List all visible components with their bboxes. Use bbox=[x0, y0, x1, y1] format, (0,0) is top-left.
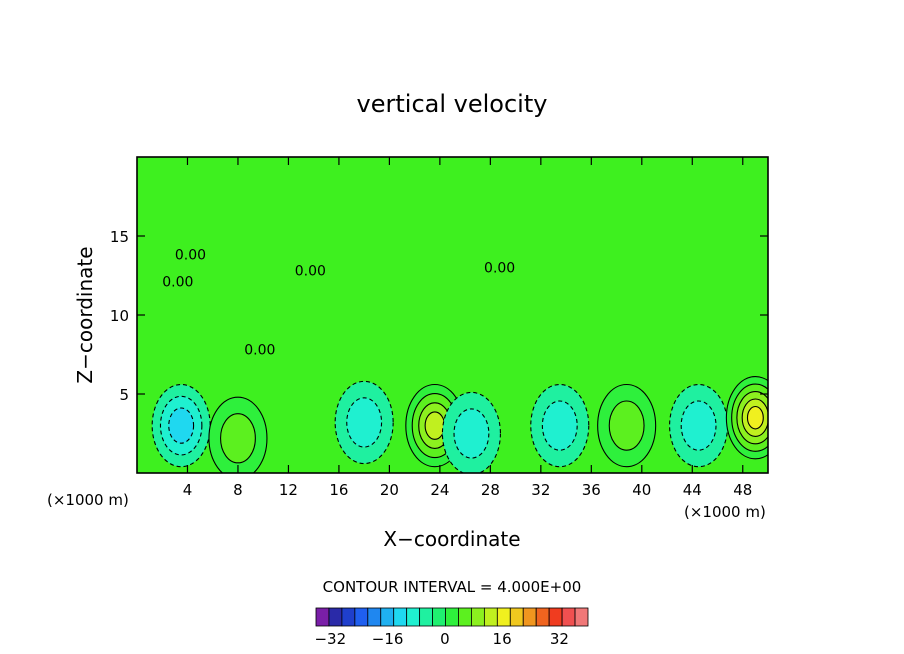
x-tick-label: 24 bbox=[430, 481, 449, 499]
colorbar-swatch bbox=[432, 607, 446, 627]
y-tick-label: 15 bbox=[110, 228, 129, 246]
contour-region-3-4 bbox=[424, 411, 446, 440]
x-unit-left: (×1000 m) bbox=[47, 491, 129, 509]
contour-region-8-5 bbox=[746, 405, 764, 430]
colorbar-swatch bbox=[354, 607, 369, 627]
colorbar-swatch bbox=[535, 607, 550, 627]
colorbar-swatch bbox=[406, 607, 421, 627]
x-tick-label: 4 bbox=[183, 481, 193, 499]
x-tick-label: 40 bbox=[632, 481, 651, 499]
colorbar-tick-label: −32 bbox=[314, 630, 346, 648]
colorbar-swatch bbox=[561, 607, 576, 627]
contour-interval-text: CONTOUR INTERVAL = 4.000E+00 bbox=[323, 578, 582, 596]
x-tick-label: 8 bbox=[233, 481, 243, 499]
contour-label: 0.00 bbox=[162, 275, 193, 291]
contour-field bbox=[151, 376, 768, 473]
x-tick-label: 36 bbox=[582, 481, 601, 499]
colorbar-tick-label: 0 bbox=[440, 630, 450, 648]
y-ticks: 5 10 15 bbox=[110, 228, 768, 404]
colorbar-swatch bbox=[522, 607, 537, 627]
colorbar-swatch bbox=[548, 607, 563, 627]
x-axis-label: X−coordinate bbox=[383, 527, 520, 551]
colorbar: −32 −16 0 16 32 bbox=[314, 607, 589, 648]
contour-region-5-2 bbox=[541, 400, 578, 451]
contour-region-0-3 bbox=[168, 407, 195, 444]
x-tick-label: 44 bbox=[683, 481, 702, 499]
contour-region-4-2 bbox=[453, 408, 490, 459]
colorbar-swatch bbox=[419, 607, 433, 627]
contour-region-7-2 bbox=[680, 400, 717, 451]
colorbar-swatch bbox=[341, 607, 356, 627]
colorbar-swatch bbox=[380, 607, 395, 627]
x-tick-label: 28 bbox=[481, 481, 500, 499]
chart-title: vertical velocity bbox=[357, 90, 548, 118]
x-tick-label: 20 bbox=[380, 481, 399, 499]
y-axis-label: Z−coordinate bbox=[73, 246, 97, 383]
colorbar-swatch bbox=[458, 607, 472, 627]
colorbar-tick-label: −16 bbox=[372, 630, 404, 648]
x-tick-label: 48 bbox=[733, 481, 752, 499]
y-tick-label: 5 bbox=[119, 386, 129, 404]
x-unit-right: (×1000 m) bbox=[684, 503, 766, 521]
contour-label: 0.00 bbox=[175, 248, 206, 264]
colorbar-tick-label: 32 bbox=[550, 630, 569, 648]
x-tick-label: 16 bbox=[329, 481, 348, 499]
x-tick-label: 32 bbox=[531, 481, 550, 499]
x-ticks: 4 8 12 16 20 24 28 32 36 40 44 48 bbox=[183, 157, 752, 499]
contour-label: 0.00 bbox=[295, 264, 326, 280]
colorbar-swatch bbox=[471, 607, 485, 627]
colorbar-swatch bbox=[483, 607, 498, 627]
contour-label: 0.00 bbox=[244, 343, 275, 359]
colorbar-swatch bbox=[367, 607, 382, 627]
x-tick-label: 12 bbox=[279, 481, 298, 499]
contour-label: 0.00 bbox=[484, 260, 515, 276]
contour-region-1-2 bbox=[220, 413, 256, 464]
colorbar-swatch bbox=[393, 607, 408, 627]
contour-labels: 0.00 0.00 0.00 0.00 0.00 bbox=[162, 248, 515, 359]
contour-region-6-2 bbox=[608, 400, 645, 451]
colorbar-swatch bbox=[328, 607, 343, 627]
contour-region-2-2 bbox=[346, 397, 383, 448]
colorbar-swatch bbox=[445, 607, 459, 627]
colorbar-swatch bbox=[315, 607, 330, 627]
colorbar-swatch bbox=[509, 607, 524, 627]
y-tick-label: 10 bbox=[110, 307, 129, 325]
colorbar-swatch bbox=[574, 607, 589, 627]
colorbar-tick-label: 16 bbox=[493, 630, 512, 648]
colorbar-swatch bbox=[496, 607, 511, 627]
